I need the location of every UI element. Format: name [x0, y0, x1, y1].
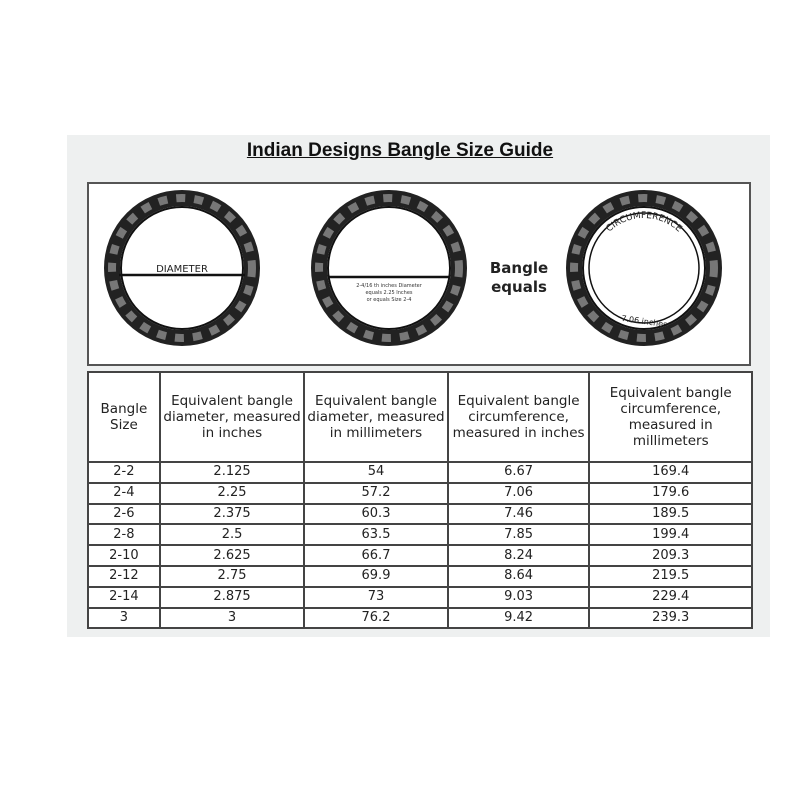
table-cell: 7.06	[446, 481, 591, 505]
table-cell: 2-12	[87, 564, 161, 588]
diameter-label: DIAMETER	[156, 264, 208, 275]
size-table: Bangle Size Equivalent bangle diameter, m…	[87, 371, 753, 630]
table-cell: 2-2	[87, 461, 161, 484]
table-cell: 6.67	[446, 461, 591, 484]
table-row: 3 3 76.2 9.42 239.3	[87, 606, 753, 630]
table-cell: 2-4	[87, 481, 161, 505]
table-cell: 57.2	[303, 481, 449, 505]
table-cell: 54	[303, 461, 449, 484]
table-cell: 2-14	[87, 585, 161, 609]
equals-label-1: Bangle	[490, 259, 548, 277]
column-header: Equivalent bangle diameter, measured in …	[303, 371, 449, 463]
table-cell: 199.4	[588, 523, 753, 547]
table-cell: 2.625	[158, 544, 306, 567]
table-row: 2-14 2.875 73 9.03 229.4	[87, 585, 753, 609]
bangle-example: 2-4/16 th inches Diameter equals 2.25 In…	[311, 190, 467, 346]
table-cell: 8.24	[446, 544, 591, 567]
table-cell: 3	[87, 606, 161, 630]
table-row: 2-2 2.125 54 6.67 169.4	[87, 461, 753, 484]
table-cell: 73	[303, 585, 449, 609]
table-cell: 2.25	[158, 481, 306, 505]
table-cell: 179.6	[588, 481, 753, 505]
table-header: Bangle Size Equivalent bangle diameter, m…	[87, 371, 753, 463]
table-cell: 239.3	[588, 606, 753, 630]
bangle-diagram: DIAMETER 2-4/16 th inches Diameter equal…	[87, 182, 751, 366]
column-header: Equivalent bangle circumference, measure…	[446, 371, 591, 463]
table-cell: 69.9	[303, 564, 449, 588]
table-cell: 9.42	[446, 606, 591, 630]
table-row: 2-12 2.75 69.9 8.64 219.5	[87, 564, 753, 588]
column-header: Bangle Size	[87, 371, 161, 463]
bangle-circumference: CIRCUMFERENCE 7.06 inches	[566, 190, 722, 346]
table-cell: 209.3	[588, 544, 753, 567]
middle-note-3: or equals Size 2-4	[367, 297, 412, 303]
table-cell: 2.125	[158, 461, 306, 484]
table-cell: 2-8	[87, 523, 161, 547]
column-header: Equivalent bangle diameter, measured in …	[158, 371, 306, 463]
table-cell: 189.5	[588, 502, 753, 526]
middle-note-1: 2-4/16 th inches Diameter	[356, 283, 423, 289]
bangle-diameter: DIAMETER	[104, 190, 260, 346]
table-cell: 3	[158, 606, 306, 630]
table-cell: 2.375	[158, 502, 306, 526]
table-cell: 7.85	[446, 523, 591, 547]
table-row: 2-8 2.5 63.5 7.85 199.4	[87, 523, 753, 547]
table-cell: 66.7	[303, 544, 449, 567]
table-cell: 169.4	[588, 461, 753, 484]
table-cell: 60.3	[303, 502, 449, 526]
table-cell: 7.46	[446, 502, 591, 526]
table-cell: 2-10	[87, 544, 161, 567]
table-cell: 2.5	[158, 523, 306, 547]
page-title: Indian Designs Bangle Size Guide	[246, 140, 554, 161]
table-cell: 219.5	[588, 564, 753, 588]
column-header: Equivalent bangle circumference, measure…	[588, 371, 753, 463]
table-cell: 2.875	[158, 585, 306, 609]
table-cell: 229.4	[588, 585, 753, 609]
table-cell: 2-6	[87, 502, 161, 526]
table-cell: 2.75	[158, 564, 306, 588]
table-cell: 8.64	[446, 564, 591, 588]
middle-note-2: equals 2.25 Inches	[365, 290, 412, 296]
table-row: 2-4 2.25 57.2 7.06 179.6	[87, 481, 753, 505]
table-cell: 63.5	[303, 523, 449, 547]
table-cell: 9.03	[446, 585, 591, 609]
equals-label-2: equals	[491, 278, 547, 296]
table-row: 2-10 2.625 66.7 8.24 209.3	[87, 544, 753, 567]
table-row: 2-6 2.375 60.3 7.46 189.5	[87, 502, 753, 526]
table-cell: 76.2	[303, 606, 449, 630]
